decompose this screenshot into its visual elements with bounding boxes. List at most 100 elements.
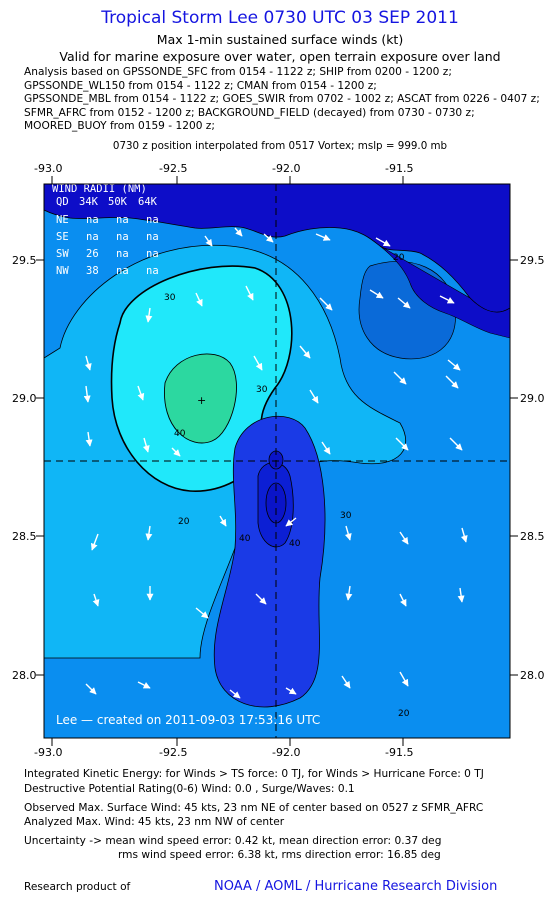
wind-arrow — [345, 585, 353, 601]
low-wind-core — [213, 415, 326, 708]
wind-arrow — [395, 437, 409, 451]
wind-arrow — [92, 593, 100, 607]
wind-arrow — [229, 689, 241, 699]
x-tick-label-top: -93.0 — [34, 162, 62, 175]
y-tick-label-right: 28.0 — [520, 669, 545, 682]
map-subtitle-exposure: Valid for marine exposure over water, op… — [59, 49, 501, 64]
radii-cell: 38 — [86, 265, 99, 277]
wind-arrow — [321, 441, 331, 455]
contour-label: 40 — [239, 534, 251, 544]
wind-arrow — [253, 355, 263, 371]
wind-arrow — [399, 671, 409, 687]
radii-cell: na — [86, 231, 99, 243]
y-tick-label-left: 28.0 — [12, 669, 37, 682]
wind-arrow — [245, 285, 254, 301]
radii-cell: na — [116, 214, 129, 226]
radii-cell: na — [116, 265, 129, 277]
wind-arrow — [319, 297, 333, 311]
uncertainty-line-1: Uncertainty -> mean wind speed error: 0.… — [24, 835, 442, 847]
vortex-info: 0730 z position interpolated from 0517 V… — [112, 140, 448, 152]
y-tick-label-left: 29.0 — [12, 392, 37, 405]
wind-arrow — [171, 447, 181, 457]
radii-cell: na — [146, 248, 159, 260]
wind-arrow — [439, 295, 455, 304]
radii-cell: na — [116, 231, 129, 243]
research-product-label: Research product of — [24, 881, 131, 893]
radii-cell: SE — [56, 231, 69, 243]
wind-arrow — [341, 675, 351, 689]
wind-arrow — [375, 237, 391, 247]
radii-cell: NE — [56, 214, 69, 226]
radii-cell: na — [146, 214, 159, 226]
wind-arrow — [145, 307, 153, 323]
wind-arrow — [85, 683, 97, 695]
radii-cell: na — [86, 214, 99, 226]
wind-arrow — [449, 437, 463, 451]
x-tick-label-bottom: -93.0 — [34, 746, 62, 758]
y-tick-label-right: 28.5 — [520, 530, 545, 543]
wind-vectors — [83, 227, 468, 699]
contour-label: 30 — [340, 511, 352, 521]
analysis-line: Analysis based on GPSSONDE_SFC from 0154… — [24, 66, 452, 78]
max-wind-marker: + — [197, 394, 206, 407]
analysis-sources: Analysis based on GPSSONDE_SFC from 0154… — [24, 66, 540, 134]
radii-cell: na — [146, 265, 159, 277]
wind-arrow — [399, 531, 409, 545]
radii-cell: 26 — [86, 248, 99, 260]
radii-header: 50K — [108, 196, 128, 208]
wind-radii-table: QD 34K 50K 64K NE na na na SE na na na S… — [56, 196, 159, 277]
contour-label: 30 — [256, 385, 268, 395]
wind-arrow — [344, 525, 352, 541]
x-tick-label-bottom: -92.5 — [159, 746, 187, 758]
map-frame — [43, 183, 511, 739]
contour-label: 40 — [174, 429, 186, 439]
wind-arrow — [460, 527, 468, 543]
map-title: Tropical Storm Lee 0730 UTC 03 SEP 2011 — [101, 8, 459, 28]
wind-arrow — [369, 289, 384, 299]
x-tick-label-top: -92.0 — [272, 162, 300, 175]
analysis-line: GPSSONDE_WL150 from 0154 - 1122 z; CMAN … — [24, 79, 377, 92]
wind-arrow — [309, 389, 319, 404]
wind-arrow — [457, 587, 465, 603]
observed-max-line: Observed Max. Surface Wind: 45 kts, 23 n… — [24, 802, 484, 814]
radii-cell: SW — [56, 248, 69, 260]
ike-line: Integrated Kinetic Energy: for Winds > T… — [24, 768, 484, 780]
wind-arrow — [219, 515, 227, 527]
organization-credit: NOAA / AOML / Hurricane Research Divisio… — [214, 879, 498, 894]
y-tick-label-right: 29.5 — [520, 254, 545, 267]
radii-header: 64K — [138, 196, 158, 208]
wind-arrow — [83, 385, 91, 403]
contour-label: 20 — [178, 517, 190, 527]
wind-radii-title: WIND RADII (NM) — [52, 183, 147, 195]
wind-arrow — [255, 593, 267, 605]
wind-arrow — [445, 375, 459, 389]
radii-cell: na — [146, 231, 159, 243]
wind-arrow — [397, 297, 411, 309]
axis-ticks — [36, 176, 518, 746]
wind-arrow — [299, 345, 311, 359]
analysis-line: GPSSONDE_MBL from 0154 - 1122 z; GOES_SW… — [24, 93, 540, 106]
contour-label: 30 — [164, 293, 176, 303]
x-tick-label-top: -91.5 — [385, 162, 413, 175]
radii-header: 34K — [79, 196, 99, 208]
land-coastline — [44, 184, 510, 313]
wind-arrow — [145, 525, 153, 541]
wind-arrow — [263, 233, 274, 243]
x-tick-label-bottom: -92.0 — [272, 746, 300, 758]
x-tick-label-top: -92.5 — [159, 162, 187, 175]
map-credit: Lee — created on 2011-09-03 17:53:16 UTC — [56, 713, 320, 727]
map-subtitle-units: Max 1-min sustained surface winds (kt) — [156, 32, 404, 47]
analysis-line: SFMR_AFRC from 0152 - 1200 z; BACKGROUND… — [24, 106, 475, 119]
wind-arrow — [204, 235, 213, 247]
dpr-line: Destructive Potential Rating(0-6) Wind: … — [24, 783, 355, 795]
wind-band-40-plus — [164, 353, 237, 444]
wind-arrow — [285, 687, 297, 695]
wind-arrow — [393, 371, 407, 385]
wind-arrow — [137, 385, 145, 401]
wind-arrow — [137, 681, 151, 689]
radii-header: QD — [56, 196, 69, 208]
radii-cell: na — [116, 248, 129, 260]
x-tick-label-bottom: -91.5 — [385, 746, 413, 758]
wind-arrow — [84, 355, 92, 371]
wind-arrow — [195, 607, 209, 619]
